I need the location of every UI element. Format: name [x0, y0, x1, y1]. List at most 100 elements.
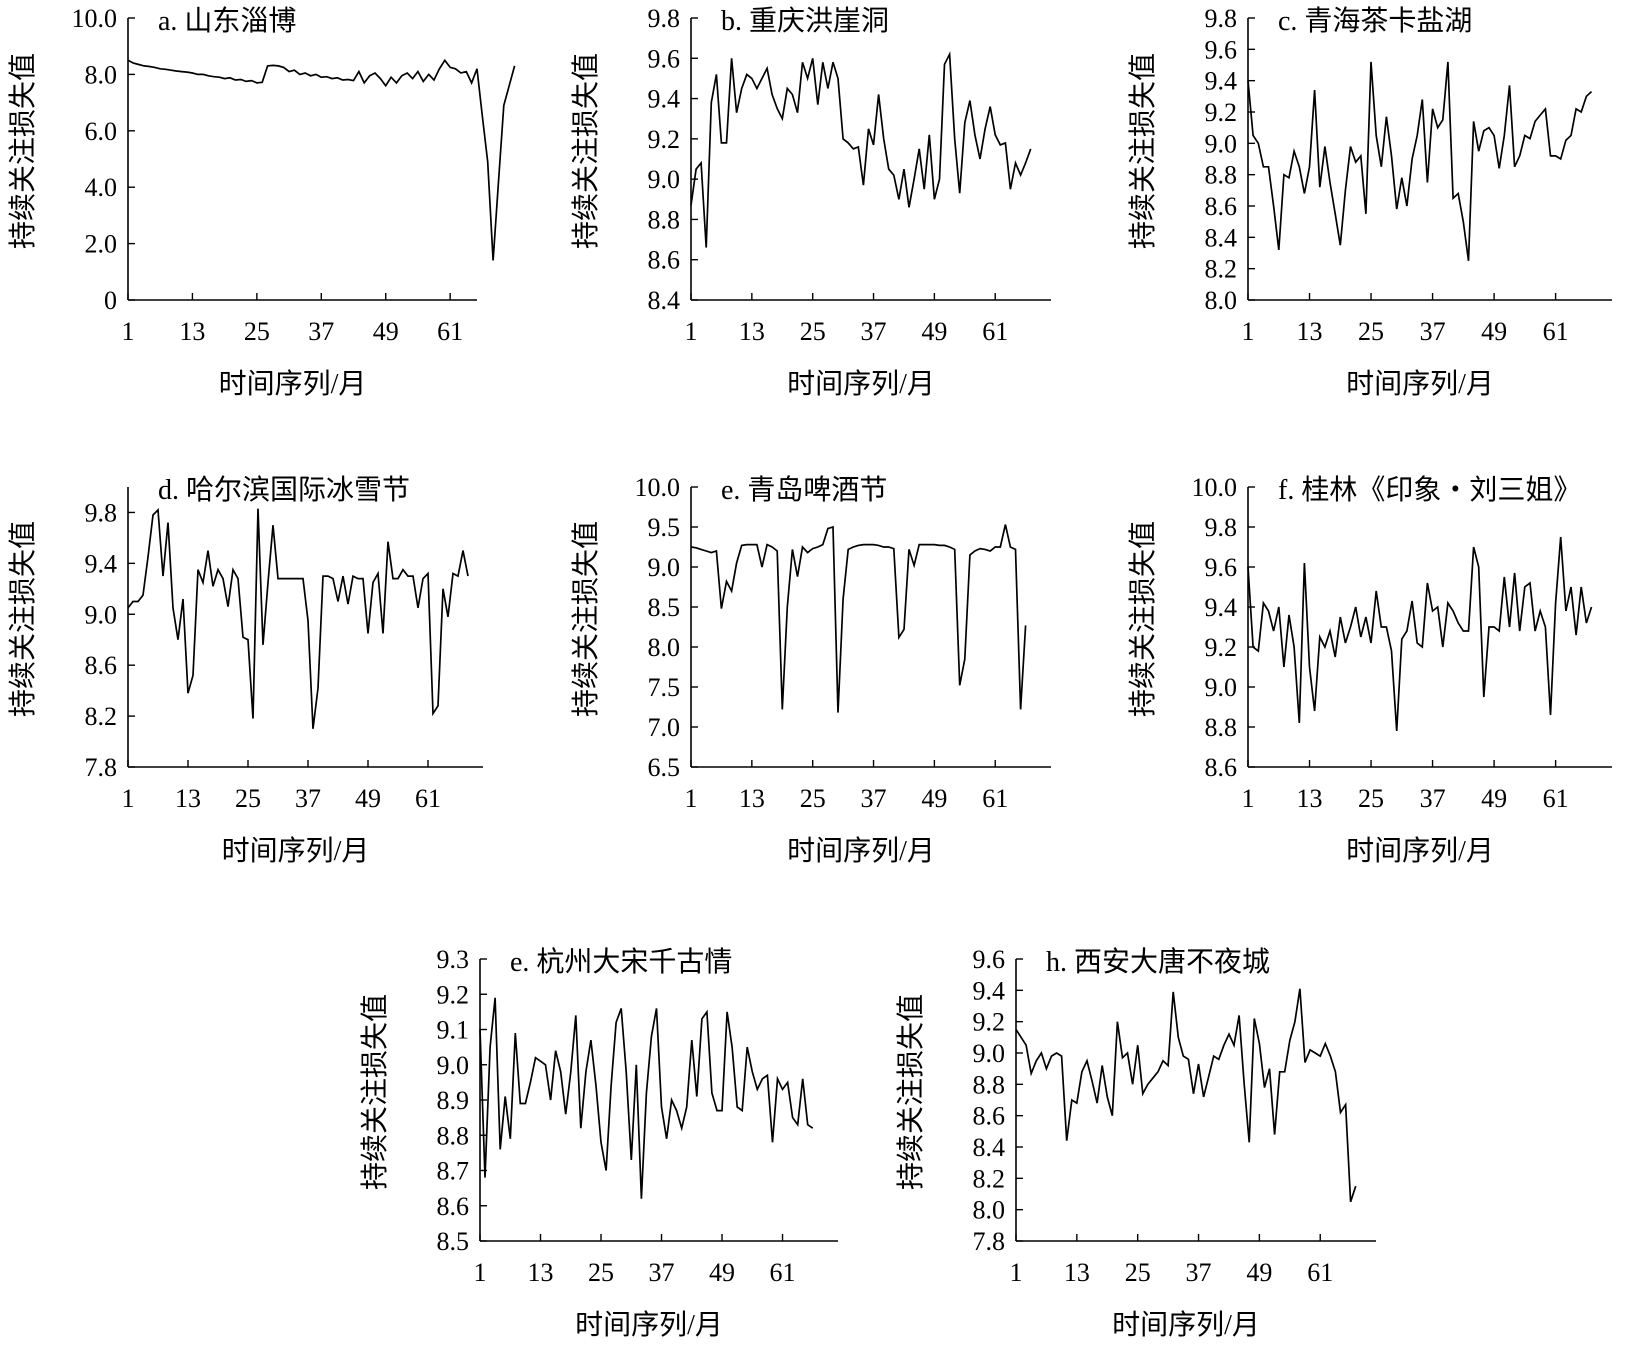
- x-tick-label: 61: [415, 784, 441, 813]
- y-tick-label: 9.6: [1205, 35, 1238, 64]
- y-tick-label: 9.1: [437, 1016, 470, 1045]
- x-tick-label: 49: [709, 1258, 735, 1287]
- y-tick-label: 9.2: [1205, 633, 1238, 662]
- x-tick-label: 61: [1307, 1258, 1333, 1287]
- x-tick-label: 61: [1543, 784, 1569, 813]
- y-tick-label: 7.8: [973, 1227, 1006, 1256]
- y-tick-label: 7.5: [648, 673, 681, 702]
- x-tick-label: 25: [244, 317, 270, 346]
- x-tick-label: 37: [1420, 784, 1446, 813]
- x-tick-label: 37: [861, 784, 887, 813]
- y-tick-label: 8.6: [1205, 192, 1238, 221]
- y-axis-title: 持续关注损失值: [1127, 521, 1159, 717]
- y-tick-label: 9.6: [1205, 553, 1238, 582]
- x-tick-label: 25: [800, 317, 826, 346]
- y-tick-label: 9.8: [648, 4, 681, 33]
- x-tick-label: 49: [1481, 784, 1507, 813]
- y-axis-title: 持续关注损失值: [1127, 53, 1159, 249]
- x-axis-title: 时间序列/月: [787, 835, 935, 867]
- x-tick-label: 13: [1064, 1258, 1090, 1287]
- y-tick-label: 8.8: [1205, 713, 1238, 742]
- y-tick-label: 9.6: [648, 44, 681, 73]
- y-tick-label: 9.0: [1205, 129, 1238, 158]
- x-tick-label: 37: [649, 1258, 675, 1287]
- y-tick-label: 8.6: [437, 1192, 470, 1221]
- x-tick-label: 13: [1297, 784, 1323, 813]
- chart-panel-4: 7.8 8.2 8.6 9.0 9.4 9.8 1 13 25 37 49 61 d. 哈尔滨国际冰雪节…: [7, 474, 483, 867]
- y-tick-label: 8.5: [648, 593, 681, 622]
- y-tick-label: 8.6: [648, 246, 681, 275]
- y-tick-label: 8.6: [973, 1102, 1006, 1131]
- x-tick-label: 25: [235, 784, 261, 813]
- x-tick-label: 1: [1242, 317, 1255, 346]
- chart-panel-3: 8.08.2 8.48.68.8 9.09.29.4 9.69.8 1 13 25 37 49 6…: [1127, 4, 1612, 400]
- y-tick-label: 9.5: [648, 513, 681, 542]
- x-tick-label: 37: [1420, 317, 1446, 346]
- x-tick-label: 37: [308, 317, 334, 346]
- x-tick-label: 49: [355, 784, 381, 813]
- x-axis-title: 时间序列/月: [1346, 835, 1494, 867]
- y-tick-label: 8.6: [1205, 753, 1238, 782]
- y-tick-label: 8.4: [973, 1133, 1006, 1162]
- y-tick-label: 9.8: [1205, 513, 1238, 542]
- series-line: [127, 507, 469, 729]
- x-tick-label: 61: [982, 784, 1008, 813]
- x-tick-label: 13: [739, 317, 765, 346]
- x-tick-label: 37: [861, 317, 887, 346]
- y-tick-label: 9.0: [437, 1051, 470, 1080]
- x-tick-label: 25: [588, 1258, 614, 1287]
- y-axis-title: 持续关注损失值: [359, 994, 391, 1190]
- x-tick-label: 49: [1246, 1258, 1272, 1287]
- chart-panel-7: 8.5 8.6 8.7 8.8 8.9 9.0 9.1 9.2 9.3 1 13 25 37 49 61 e.…: [359, 945, 838, 1341]
- chart-panel-1: 0 2.0 4.0 6.0 8.0 10.0 1 13 25 37 49 61 a. 山东淄博时间序列/…: [7, 4, 516, 400]
- y-tick-label: 8.8: [1205, 161, 1238, 190]
- y-tick-label: 8.2: [1205, 255, 1238, 284]
- panel-title: e. 青岛啤酒节: [721, 474, 887, 506]
- y-tick-label: 8.8: [437, 1121, 470, 1150]
- x-tick-label: 61: [437, 317, 463, 346]
- y-tick-label: 10.0: [1192, 473, 1238, 502]
- x-tick-label: 1: [685, 317, 698, 346]
- y-tick-label: 7.0: [648, 713, 681, 742]
- y-tick-label: 9.0: [648, 553, 681, 582]
- y-tick-label: 8.0: [973, 1196, 1006, 1225]
- y-tick-label: 2.0: [85, 230, 118, 259]
- y-tick-label: 9.2: [648, 125, 681, 154]
- series-line: [690, 51, 1032, 248]
- y-tick-label: 8.7: [437, 1157, 470, 1186]
- x-tick-label: 37: [295, 784, 321, 813]
- series-line: [1247, 536, 1593, 732]
- x-tick-label: 49: [373, 317, 399, 346]
- y-tick-label: 9.4: [1205, 67, 1238, 96]
- y-tick-label: 8.6: [85, 651, 118, 680]
- x-axis-title: 时间序列/月: [222, 835, 370, 867]
- x-tick-label: 13: [739, 784, 765, 813]
- y-tick-label: 9.0: [973, 1039, 1006, 1068]
- series-line: [1247, 61, 1593, 261]
- y-tick-label: 9.3: [437, 945, 470, 974]
- x-axis-title: 时间序列/月: [219, 368, 367, 400]
- y-tick-label: 9.2: [437, 980, 470, 1009]
- series-line: [127, 58, 516, 261]
- y-tick-label: 8.8: [648, 205, 681, 234]
- y-tick-label: 10.0: [72, 4, 118, 33]
- x-tick-label: 1: [1242, 784, 1255, 813]
- series-line: [690, 524, 1027, 713]
- y-tick-label: 8.4: [648, 286, 681, 315]
- x-tick-label: 49: [921, 317, 947, 346]
- x-tick-label: 1: [122, 784, 135, 813]
- x-axis-title: 时间序列/月: [1346, 368, 1494, 400]
- x-tick-label: 49: [921, 784, 947, 813]
- y-tick-label: 9.0: [1205, 673, 1238, 702]
- y-tick-label: 8.0: [1205, 286, 1238, 315]
- panel-title: h. 西安大唐不夜城: [1046, 946, 1270, 978]
- y-tick-label: 9.2: [1205, 98, 1238, 127]
- y-axis-title: 持续关注损失值: [570, 521, 602, 717]
- y-tick-label: 7.8: [85, 753, 118, 782]
- y-tick-label: 9.0: [85, 600, 118, 629]
- y-tick-label: 10.0: [635, 473, 681, 502]
- x-tick-label: 13: [528, 1258, 554, 1287]
- x-tick-label: 25: [1125, 1258, 1151, 1287]
- y-tick-label: 9.4: [973, 976, 1006, 1005]
